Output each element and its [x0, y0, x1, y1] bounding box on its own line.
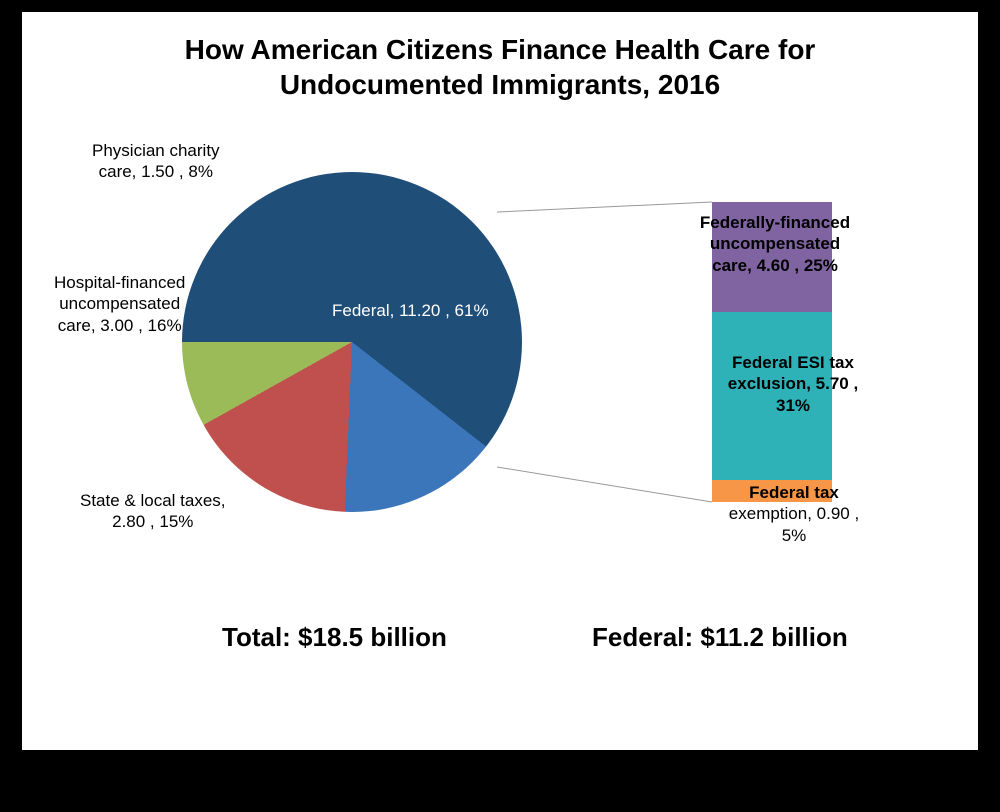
chart-area: Federal, 11.20 , 61% State & local taxes…: [22, 12, 978, 750]
footer-federal: Federal: $11.2 billion: [592, 622, 848, 653]
bar-label-tax-exemption: Federal tax exemption, 0.90 , 5%: [714, 482, 874, 546]
bar-label-1-l3: 31%: [776, 396, 810, 415]
slice-label-state-local: State & local taxes, 2.80 , 15%: [80, 490, 226, 533]
slice-label-hospital-line2: uncompensated: [59, 294, 180, 313]
bar-label-fed-uncomp: Federally-financed uncompensated care, 4…: [690, 212, 860, 276]
bar-label-2-l3: 5%: [782, 526, 807, 545]
bar-label-1-l2: exclusion, 5.70 ,: [728, 374, 858, 393]
pie-body: [182, 172, 522, 512]
slice-label-state-line2: 2.80 , 15%: [112, 512, 193, 531]
bar-label-1-l1: Federal ESI tax: [732, 353, 854, 372]
bar-label-0-l3: care, 4.60 , 25%: [712, 256, 838, 275]
bar-label-2-l2: exemption, 0.90 ,: [729, 504, 859, 523]
bar-label-0-l1: Federally-financed: [700, 213, 850, 232]
slice-label-hospital: Hospital-financed uncompensated care, 3.…: [54, 272, 185, 336]
outer-black-frame: How American Citizens Finance Health Car…: [0, 0, 1000, 812]
slice-label-physician: Physician charity care, 1.50 , 8%: [92, 140, 220, 183]
bar-label-2-l1: Federal tax: [749, 483, 839, 502]
slice-label-state-line1: State & local taxes,: [80, 491, 226, 510]
slice-label-hospital-line3: care, 3.00 , 16%: [58, 316, 182, 335]
slice-label-physician-line2: care, 1.50 , 8%: [99, 162, 213, 181]
slice-label-federal: Federal, 11.20 , 61%: [332, 300, 489, 321]
bar-label-esi: Federal ESI tax exclusion, 5.70 , 31%: [718, 352, 868, 416]
footer-total: Total: $18.5 billion: [222, 622, 447, 653]
slice-label-physician-line1: Physician charity: [92, 141, 220, 160]
slice-label-hospital-line1: Hospital-financed: [54, 273, 185, 292]
bar-label-0-l2: uncompensated: [710, 234, 840, 253]
chart-panel: How American Citizens Finance Health Car…: [22, 12, 978, 750]
pie-chart: [182, 172, 522, 512]
